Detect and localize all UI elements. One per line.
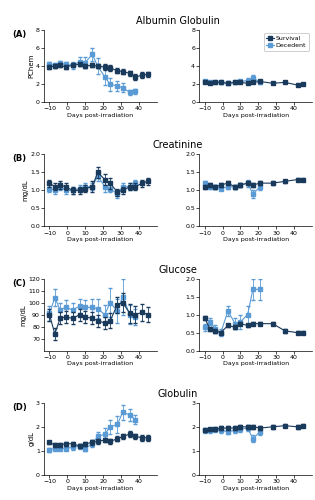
Text: (A): (A) [13,30,27,39]
Legend: Survival, Decedent: Survival, Decedent [264,33,309,51]
Text: (D): (D) [13,403,27,412]
X-axis label: Days post-irradiation: Days post-irradiation [67,113,134,118]
Y-axis label: PChem: PChem [29,54,35,78]
Y-axis label: g/dL: g/dL [29,432,35,446]
Text: (C): (C) [13,278,26,287]
Text: Creatinine: Creatinine [153,140,203,150]
X-axis label: Days post-irradiation: Days post-irradiation [67,237,134,242]
Y-axis label: mg/dL: mg/dL [21,304,27,326]
Text: Glucose: Glucose [158,264,198,274]
X-axis label: Days post-irradiation: Days post-irradiation [222,237,289,242]
Text: Globulin: Globulin [158,389,198,399]
X-axis label: Days post-irradiation: Days post-irradiation [222,362,289,366]
Text: (B): (B) [13,154,27,164]
X-axis label: Days post-irradiation: Days post-irradiation [67,486,134,490]
Text: Albumin Globulin: Albumin Globulin [136,16,220,26]
X-axis label: Days post-irradiation: Days post-irradiation [222,113,289,118]
X-axis label: Days post-irradiation: Days post-irradiation [222,486,289,490]
X-axis label: Days post-irradiation: Days post-irradiation [67,362,134,366]
Y-axis label: mg/dL: mg/dL [23,180,29,201]
